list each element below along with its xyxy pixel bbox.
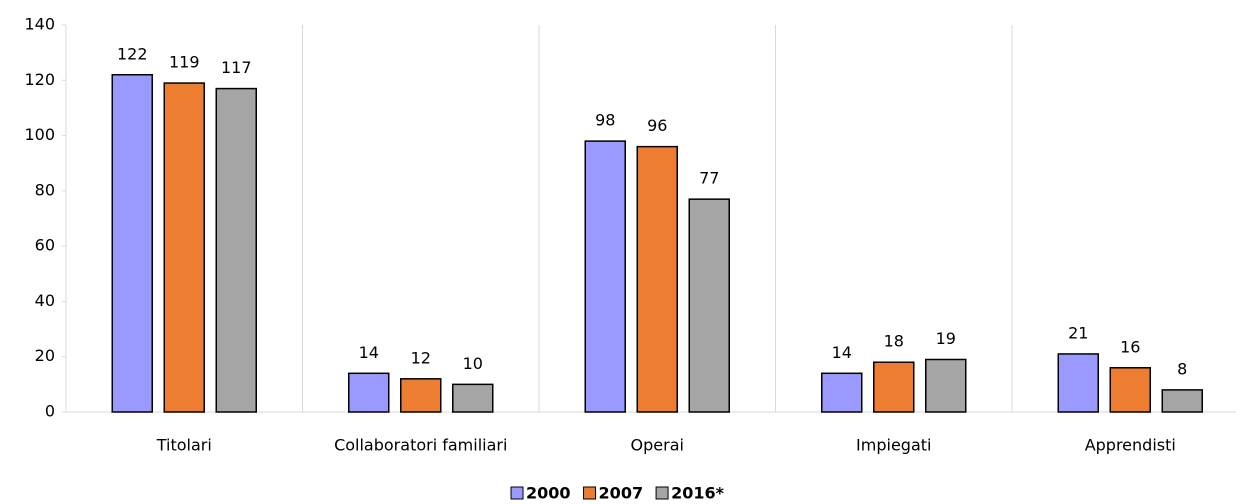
y-tick-label: 140	[24, 15, 55, 34]
x-tick-label: Impiegati	[856, 436, 931, 455]
data-label: 77	[699, 169, 719, 188]
bar	[1109, 367, 1151, 413]
data-label: 14	[359, 343, 379, 362]
bar	[636, 145, 678, 413]
y-tick-label: 60	[35, 236, 55, 255]
bar	[925, 358, 967, 413]
data-label: 19	[936, 329, 956, 348]
y-tick-label: 0	[45, 402, 55, 421]
bar	[111, 74, 153, 413]
bar	[400, 378, 442, 413]
bar	[584, 140, 626, 413]
data-label: 122	[117, 44, 148, 63]
bar	[688, 198, 730, 413]
y-tick-label: 40	[35, 291, 55, 310]
data-label: 16	[1120, 337, 1140, 356]
legend-swatch	[583, 486, 597, 500]
bar	[821, 372, 863, 413]
bar	[215, 87, 257, 413]
data-label: 18	[884, 332, 904, 351]
data-label: 119	[169, 53, 200, 72]
x-tick-label: Collaboratori familiari	[334, 436, 507, 455]
bar	[873, 361, 915, 413]
legend-label: 2000	[526, 484, 571, 503]
bar	[1057, 353, 1099, 413]
x-tick-label: Apprendisti	[1085, 436, 1176, 455]
data-label: 12	[411, 348, 431, 367]
legend-label: 2007	[599, 484, 644, 503]
y-tick-label: 80	[35, 180, 55, 199]
bar	[163, 82, 205, 413]
x-tick-label: Titolari	[156, 436, 212, 455]
data-label: 96	[647, 116, 667, 135]
bar	[348, 372, 390, 413]
data-label: 14	[832, 343, 852, 362]
data-label: 10	[463, 354, 483, 373]
y-tick-label: 120	[24, 70, 55, 89]
data-label: 98	[595, 111, 615, 130]
y-tick-label: 100	[24, 125, 55, 144]
bar	[452, 383, 494, 413]
data-label: 8	[1177, 359, 1187, 378]
data-label: 21	[1068, 323, 1088, 342]
legend-swatch	[655, 486, 669, 500]
x-tick-label: Operai	[631, 436, 684, 455]
legend-swatch	[510, 486, 524, 500]
bar	[1161, 389, 1203, 413]
y-tick-label: 20	[35, 346, 55, 365]
legend-label: 2016*	[671, 484, 725, 503]
data-label: 117	[221, 58, 252, 77]
